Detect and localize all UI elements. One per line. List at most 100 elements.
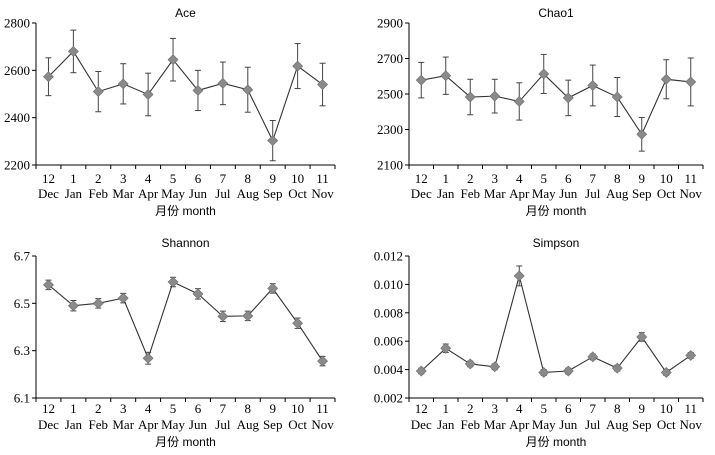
x-tick-label-month: May [532,417,556,432]
x-tick-label-month: Nov [680,417,703,432]
chart-title: Ace [175,6,196,20]
y-tick-label: 0.010 [374,277,403,292]
x-tick-label-number: 8 [614,401,621,416]
x-tick-label-number: 1 [70,171,77,186]
x-tick-label-month: Aug [237,417,260,432]
x-tick-label-number: 4 [516,401,523,416]
x-axis-title: 月份 month [155,435,216,449]
x-tick-label-number: 3 [120,401,127,416]
x-tick-label-month: Dec [38,417,59,432]
x-tick-label-month: Oct [657,417,676,432]
data-point [513,270,525,282]
y-tick-label: 2100 [377,158,403,173]
x-tick-label-number: 7 [590,401,597,416]
data-point [587,80,599,91]
x-tick-label-month: Dec [411,186,432,201]
x-tick-label-month: Jun [559,186,578,201]
y-tick-label: 2600 [4,63,30,78]
data-point [415,365,427,377]
y-tick-label: 6.3 [14,343,30,358]
x-tick-label-number: 4 [145,171,152,186]
x-tick-label-month: Mar [484,186,506,201]
series-line [421,73,691,136]
x-tick-label-number: 5 [541,401,548,416]
x-tick-label-month: May [532,186,556,201]
x-tick-label-month: May [161,186,185,201]
x-tick-label-number: 11 [316,171,329,186]
data-point [167,276,179,288]
data-point [685,76,697,88]
data-point [242,310,254,322]
x-tick-label-month: Oct [288,186,307,201]
data-point [562,365,574,377]
series-line [420,273,692,374]
data-point [489,90,501,102]
x-tick-label-number: 11 [316,401,329,416]
x-tick-label-number: 5 [170,171,177,186]
data-point [267,282,279,294]
x-tick-label-month: Jun [189,417,208,432]
x-tick-label-month: Nov [680,186,703,201]
x-tick-label-month: Jan [65,417,83,432]
x-tick-label-number: 5 [541,171,548,186]
x-tick-label-number: 3 [120,171,127,186]
x-tick-label-month: Jan [437,186,455,201]
data-point [317,355,328,367]
x-tick-label-month: Nov [311,186,334,201]
x-tick-label-number: 6 [195,171,202,186]
x-tick-label-month: Oct [657,186,676,201]
y-tick-label: 0.004 [374,362,404,377]
x-tick-label-month: Sep [632,186,652,201]
data-point [440,70,452,82]
x-tick-label-number: 5 [170,401,177,416]
data-point [92,86,104,98]
x-tick-label-number: 12 [415,401,428,416]
data-point [464,91,476,103]
x-tick-label-number: 9 [639,401,646,416]
x-tick-label-number: 8 [245,171,252,186]
data-point [317,79,328,90]
data-point [142,352,154,364]
x-tick-label-number: 9 [639,171,646,186]
data-point [67,45,79,57]
x-tick-label-number: 2 [95,171,102,186]
x-tick-label-month: Apr [509,186,530,201]
data-point [489,361,501,373]
data-point [685,349,697,361]
chart-title: Chao1 [538,6,574,20]
x-axis-title: 月份 month [526,204,587,218]
y-tick-label: 6.5 [14,296,30,311]
data-point [660,367,672,378]
x-tick-label-number: 2 [467,171,474,186]
data-point [43,279,54,291]
x-tick-label-number: 9 [269,401,276,416]
x-tick-label-number: 12 [42,401,55,416]
x-tick-label-month: Apr [138,186,159,201]
x-tick-label-month: Jun [189,186,208,201]
data-point [242,84,254,96]
x-tick-label-number: 8 [614,171,621,186]
x-tick-label-month: Feb [461,417,481,432]
x-tick-label-number: 1 [70,401,77,416]
data-point [562,92,574,104]
x-tick-label-number: 7 [590,171,597,186]
data-point [440,342,452,354]
x-tick-label-month: Nov [311,417,334,432]
y-tick-label: 0.006 [374,334,404,349]
series-line [48,50,323,143]
x-tick-label-month: Aug [237,186,260,201]
x-tick-label-month: Mar [112,186,134,201]
y-tick-label: 0.008 [374,305,403,320]
y-tick-label: 2900 [377,16,403,31]
x-tick-label-month: Apr [138,417,159,432]
x-tick-label-number: 2 [467,401,474,416]
series-line [48,281,324,362]
data-point [464,358,476,370]
x-tick-label-number: 7 [220,401,227,416]
data-point [267,135,279,147]
x-tick-label-month: Jul [585,186,601,201]
data-point [192,85,204,96]
x-tick-label-month: Jul [215,417,231,432]
y-tick-label: 6.1 [14,391,30,406]
